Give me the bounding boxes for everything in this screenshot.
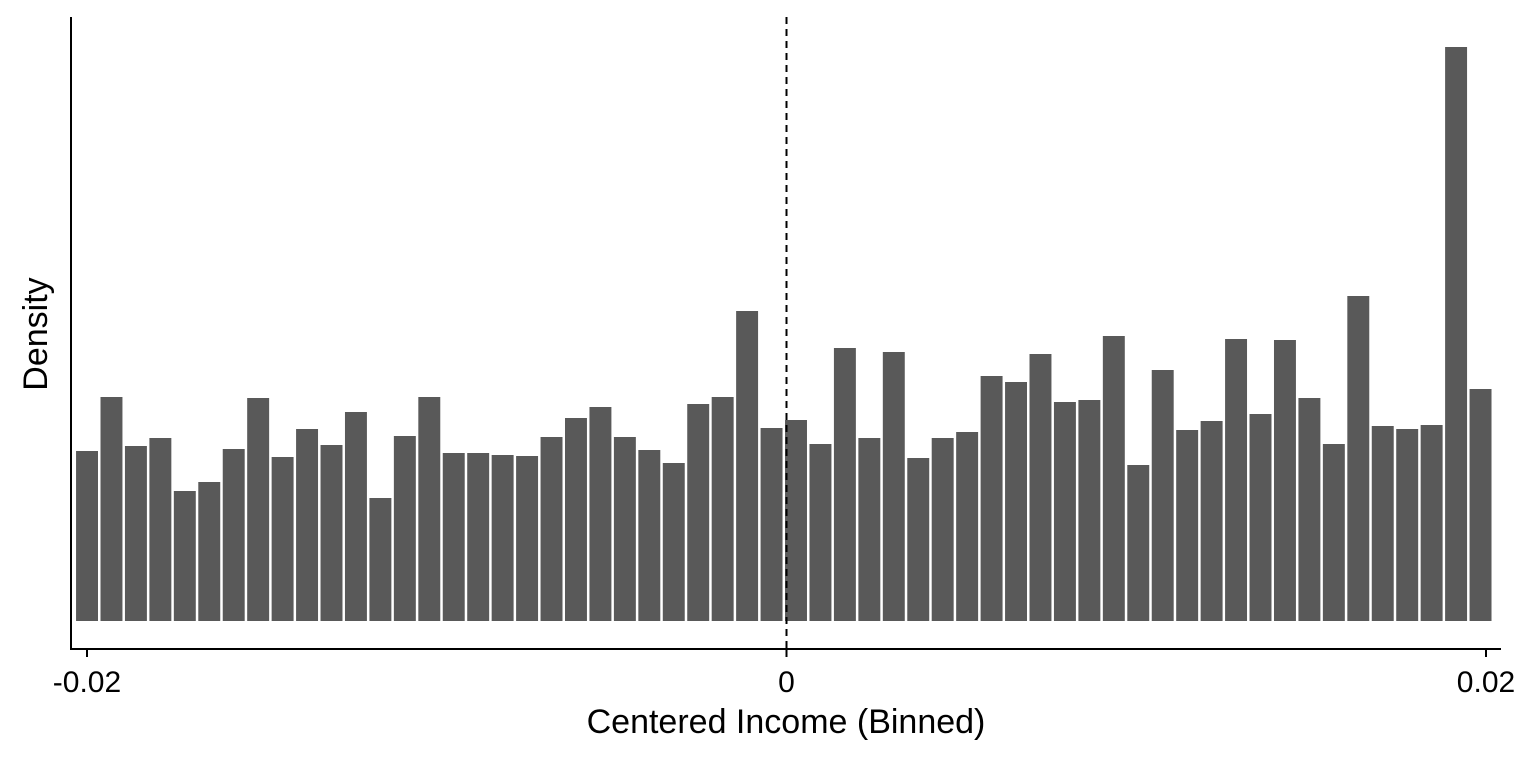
histogram-bar (1029, 354, 1052, 621)
histogram-bar (1322, 444, 1345, 621)
histogram-bar (173, 491, 196, 621)
histogram-bar (980, 376, 1003, 621)
histogram-bar (687, 404, 710, 621)
histogram-bar (76, 451, 98, 621)
histogram-bar (1445, 47, 1468, 621)
histogram-bar (442, 453, 465, 621)
histogram-bar (1005, 382, 1028, 621)
histogram-bar (124, 446, 147, 621)
histogram-bar (540, 437, 563, 621)
histogram-bar (1102, 336, 1125, 621)
histogram-bar (1176, 430, 1199, 621)
histogram-bar (393, 436, 416, 621)
histogram-bar (1371, 426, 1394, 621)
histogram-bar (1151, 370, 1174, 621)
histogram-bar (1078, 400, 1101, 621)
histogram-bar (956, 432, 979, 621)
histogram-bar (418, 397, 441, 621)
histogram-bar (369, 498, 392, 621)
histogram-bar (1273, 340, 1296, 621)
histogram-bar (711, 397, 734, 621)
histogram-bar (1469, 389, 1492, 621)
histogram-bar (491, 455, 514, 621)
histogram-bar (565, 418, 587, 621)
histogram-bar (1298, 398, 1321, 621)
x-tick-label: 0.02 (1457, 666, 1515, 699)
histogram-bar (271, 457, 294, 621)
histogram-bar (1420, 425, 1443, 621)
bars-group (76, 47, 1492, 621)
histogram-bar (589, 407, 612, 621)
histogram-bar (1249, 414, 1272, 621)
histogram-bar (736, 311, 759, 621)
histogram-bar (1127, 465, 1150, 621)
histogram-bar (247, 398, 270, 621)
histogram-bar (1396, 429, 1419, 621)
histogram-bar (1347, 296, 1370, 621)
x-axis-title: Centered Income (Binned) (587, 703, 986, 741)
histogram-bar (344, 412, 367, 621)
histogram-bar (467, 453, 490, 621)
histogram-bar (785, 420, 807, 621)
histogram-bar (662, 463, 685, 621)
x-tick-label: -0.02 (53, 666, 121, 699)
histogram-bar (613, 437, 636, 621)
x-ticks-group: -0.02 0 0.02 (53, 649, 1515, 699)
histogram-bar (833, 348, 856, 621)
histogram-bar (1225, 339, 1248, 621)
histogram-bar (931, 438, 954, 621)
y-axis-title: Density (17, 277, 55, 390)
histogram-bar (222, 449, 245, 621)
histogram-bar (760, 428, 783, 621)
histogram-bar (1053, 402, 1076, 621)
histogram-bar (149, 438, 172, 621)
histogram-bar (907, 458, 930, 621)
histogram-bar (1200, 421, 1223, 621)
histogram-bar (100, 397, 123, 621)
histogram-bar (638, 450, 661, 621)
histogram-bar (809, 444, 832, 621)
histogram-bar (516, 456, 539, 621)
histogram-bar (296, 429, 319, 621)
histogram-bar (858, 438, 881, 621)
histogram-bar (198, 482, 221, 621)
histogram-bar (882, 352, 905, 621)
histogram-bar (320, 445, 343, 621)
x-tick-label: 0 (778, 666, 795, 699)
